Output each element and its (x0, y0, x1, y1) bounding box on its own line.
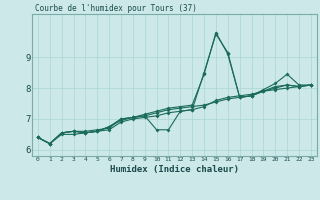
Text: Courbe de l'humidex pour Tours (37): Courbe de l'humidex pour Tours (37) (35, 4, 197, 13)
X-axis label: Humidex (Indice chaleur): Humidex (Indice chaleur) (110, 165, 239, 174)
